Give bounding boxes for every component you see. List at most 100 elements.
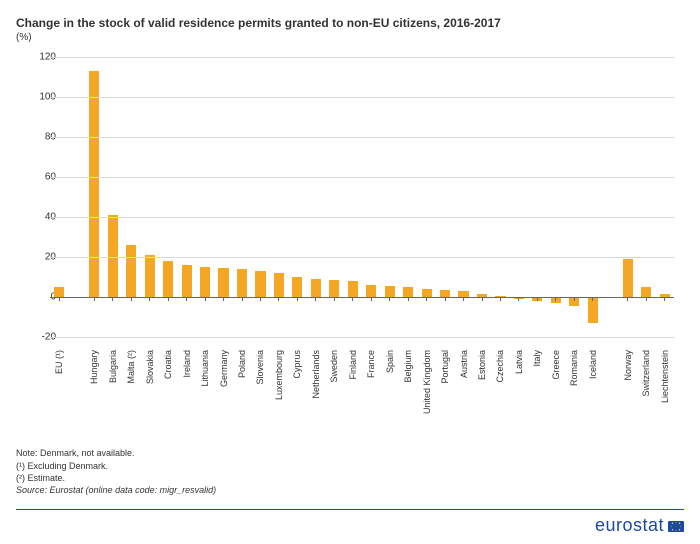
x-tick (500, 297, 501, 301)
gridline (50, 257, 674, 258)
page: Change in the stock of valid residence p… (0, 0, 700, 544)
bar (623, 259, 633, 297)
gridline (50, 177, 674, 178)
x-tick (205, 297, 206, 301)
footer-rule (16, 509, 684, 510)
x-tick-label: Estonia (477, 350, 487, 430)
x-tick-label: Iceland (588, 350, 598, 430)
x-tick (555, 297, 556, 301)
x-tick (664, 297, 665, 301)
x-tick-label: Lithuania (200, 350, 210, 430)
bar (274, 273, 284, 297)
x-tick-label: Italy (532, 350, 542, 430)
bar (385, 286, 395, 297)
x-tick-label: Finland (348, 350, 358, 430)
bar (366, 285, 376, 297)
gridline (50, 217, 674, 218)
x-tick-label: Liechtenstein (660, 350, 670, 430)
x-tick (463, 297, 464, 301)
x-tick-label: Slovakia (145, 350, 155, 430)
bar (329, 280, 339, 297)
footnote-2: (²) Estimate. (16, 472, 216, 484)
chart: -20020406080100120 EU (¹)HungaryBulgaria… (16, 51, 684, 431)
bar (403, 287, 413, 297)
bar (237, 269, 247, 297)
gridline (50, 57, 674, 58)
x-tick-label: United Kingdom (422, 350, 432, 430)
zero-line (50, 297, 674, 298)
source-label: Source (16, 485, 45, 495)
x-tick-label: Bulgaria (108, 350, 118, 430)
x-tick (315, 297, 316, 301)
bar (348, 281, 358, 297)
bar (292, 277, 302, 297)
brand: eurostat (595, 515, 684, 536)
x-tick-label: Malta (²) (126, 350, 136, 430)
bar (163, 261, 173, 297)
bar (255, 271, 265, 297)
x-tick-label: Poland (237, 350, 247, 430)
x-tick (445, 297, 446, 301)
x-tick-label: Greece (551, 350, 561, 430)
x-tick (278, 297, 279, 301)
gridline (50, 97, 674, 98)
x-tick-label: Netherlands (311, 350, 321, 430)
x-tick (426, 297, 427, 301)
x-tick-label: Latvia (514, 350, 524, 430)
bar (218, 268, 228, 297)
source-text: : Eurostat (online data code: migr_resva… (45, 485, 217, 495)
x-tick (352, 297, 353, 301)
x-tick (59, 297, 60, 301)
x-tick-label: Slovenia (255, 350, 265, 430)
x-tick (186, 297, 187, 301)
x-tick (168, 297, 169, 301)
bar (145, 255, 155, 297)
chart-title: Change in the stock of valid residence p… (16, 16, 684, 30)
x-tick-label: Portugal (440, 350, 450, 430)
x-tick (260, 297, 261, 301)
bar (182, 265, 192, 297)
x-tick-label: Hungary (89, 350, 99, 430)
bars-layer (50, 57, 674, 337)
footnote-1: (¹) Excluding Denmark. (16, 460, 216, 472)
eu-flag-icon (668, 521, 684, 532)
x-tick (223, 297, 224, 301)
gridline (50, 137, 674, 138)
bar (641, 287, 651, 297)
plot-area (50, 57, 674, 337)
x-tick-label: Ireland (182, 350, 192, 430)
x-tick (371, 297, 372, 301)
x-tick-label: France (366, 350, 376, 430)
x-tick-label: Norway (623, 350, 633, 430)
x-tick (627, 297, 628, 301)
x-tick (592, 297, 593, 301)
x-tick-label: Spain (385, 350, 395, 430)
x-tick-label: Switzerland (641, 350, 651, 430)
x-tick (389, 297, 390, 301)
x-tick-label: Austria (459, 350, 469, 430)
x-tick (646, 297, 647, 301)
bar (200, 267, 210, 297)
x-tick-label: Belgium (403, 350, 413, 430)
footnote-source: Source: Eurostat (online data code: migr… (16, 484, 216, 496)
x-tick (334, 297, 335, 301)
x-tick-label: Cyprus (292, 350, 302, 430)
footnote-note: Note: Denmark, not available. (16, 447, 216, 459)
bar (108, 215, 118, 297)
x-tick (131, 297, 132, 301)
bar (311, 279, 321, 297)
x-tick-label: Czechia (495, 350, 505, 430)
gridline (50, 337, 674, 338)
x-tick-label: Romania (569, 350, 579, 430)
bar (54, 287, 64, 297)
x-axis-labels: EU (¹) Hungary Bulgaria Malta (²) Slovakia Cr… (50, 345, 674, 433)
x-tick (408, 297, 409, 301)
x-tick (518, 297, 519, 301)
x-tick-label: Croatia (163, 350, 173, 430)
x-tick (112, 297, 113, 301)
x-tick (537, 297, 538, 301)
x-tick-label: Sweden (329, 350, 339, 430)
bar (422, 289, 432, 297)
x-tick-label: EU (¹) (54, 350, 64, 430)
x-tick (149, 297, 150, 301)
